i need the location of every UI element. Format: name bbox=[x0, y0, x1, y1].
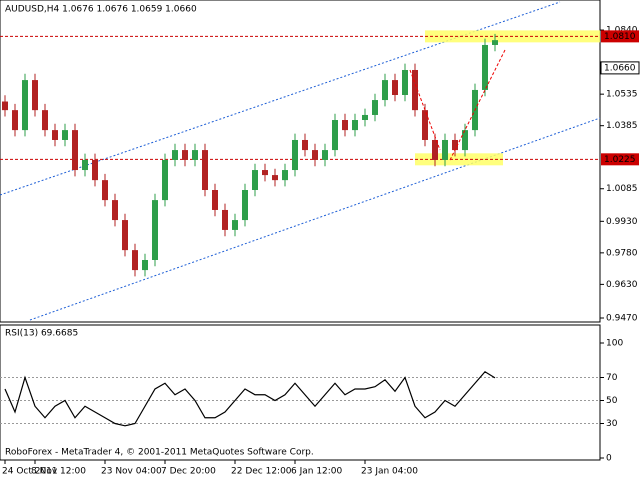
candle-body bbox=[162, 159, 168, 201]
candle-body bbox=[372, 100, 378, 115]
level-label: 1.0225 bbox=[604, 155, 636, 165]
x-tick-label: 24 Oct 2011 bbox=[2, 467, 58, 477]
candle-body bbox=[52, 130, 58, 140]
y-tick-label: 1.0085 bbox=[606, 184, 638, 194]
candle-body bbox=[422, 110, 428, 140]
rsi-line bbox=[4, 370, 496, 427]
candle-body bbox=[332, 120, 338, 151]
candle-body bbox=[442, 139, 448, 160]
candle-body bbox=[272, 175, 278, 181]
candle-body bbox=[12, 110, 18, 131]
rsi-title: RSI(13) 69.6685 bbox=[5, 329, 78, 339]
candle-body bbox=[282, 170, 288, 181]
candle-body bbox=[262, 170, 268, 176]
candle-body bbox=[242, 190, 248, 221]
level-highlight bbox=[415, 153, 503, 166]
last-price-box bbox=[600, 61, 640, 75]
candle-body bbox=[32, 80, 38, 111]
y-tick-label: 0 bbox=[606, 454, 612, 464]
candle-body bbox=[122, 220, 128, 251]
candle-body bbox=[2, 101, 8, 111]
candle-body bbox=[152, 200, 158, 260]
level-box bbox=[601, 30, 639, 43]
y-tick-label: 1.0535 bbox=[606, 90, 638, 100]
candle-body bbox=[342, 120, 348, 131]
y-tick-label: 50 bbox=[606, 396, 618, 406]
candle-body bbox=[252, 170, 258, 191]
candle-body bbox=[362, 114, 368, 121]
candle-body bbox=[412, 69, 418, 111]
y-tick-label: 0.9780 bbox=[606, 248, 638, 258]
footer: RoboForex - MetaTrader 4, © 2001-2011 Me… bbox=[5, 448, 314, 458]
x-tick-label: 23 Nov 04:00 bbox=[101, 467, 162, 477]
rsi-panel bbox=[0, 324, 601, 461]
x-tick-label: 7 Dec 20:00 bbox=[161, 467, 216, 477]
y-tick-label: 100 bbox=[606, 339, 623, 349]
forecast-arrow bbox=[409, 49, 506, 161]
candle-body bbox=[172, 150, 178, 160]
y-tick-label: 0.9630 bbox=[606, 280, 638, 290]
candle-body bbox=[402, 69, 408, 96]
candle-body bbox=[452, 139, 458, 151]
candle-body bbox=[92, 159, 98, 181]
candle-body bbox=[432, 139, 438, 160]
last-price-label: 1.0660 bbox=[604, 63, 636, 73]
candle-body bbox=[212, 190, 218, 210]
x-tick-label: 6 Jan 12:00 bbox=[291, 467, 343, 477]
channel-line bbox=[29, 117, 601, 321]
candle-body bbox=[462, 130, 468, 151]
y-tick-label: 0.9930 bbox=[606, 217, 638, 227]
candle-body bbox=[302, 139, 308, 151]
x-tick-label: 22 Dec 12:00 bbox=[231, 467, 292, 477]
level-label: 1.0810 bbox=[604, 32, 636, 42]
y-tick-label: 70 bbox=[606, 373, 618, 383]
candle-body bbox=[392, 80, 398, 96]
candle-body bbox=[62, 130, 68, 140]
candle-body bbox=[322, 150, 328, 160]
x-tick-label: 8 Nov 12:00 bbox=[31, 467, 86, 477]
candle-body bbox=[202, 150, 208, 191]
y-tick-label: 1.0385 bbox=[606, 121, 638, 131]
candle-body bbox=[352, 120, 358, 131]
candle-body bbox=[82, 159, 88, 171]
candle-body bbox=[112, 200, 118, 221]
candle-body bbox=[132, 250, 138, 271]
candle-body bbox=[482, 44, 488, 90]
candle-body bbox=[292, 139, 298, 171]
x-tick-label: 23 Jan 04:00 bbox=[361, 467, 418, 477]
candle-body bbox=[42, 110, 48, 131]
candle-body bbox=[142, 259, 148, 271]
level-box bbox=[601, 153, 639, 166]
candle-body bbox=[102, 180, 108, 201]
chart-title: AUDUSD,H4 1.0676 1.0676 1.0659 1.0660 bbox=[5, 5, 197, 15]
y-tick-label: 30 bbox=[606, 419, 618, 429]
candle-body bbox=[192, 150, 198, 160]
candle-body bbox=[22, 80, 28, 131]
candle-body bbox=[382, 80, 388, 101]
price-panel bbox=[0, 0, 601, 323]
candle-body bbox=[492, 40, 498, 45]
candle-body bbox=[222, 209, 228, 230]
candle-body bbox=[232, 220, 238, 230]
candle-body bbox=[312, 150, 318, 160]
candle-body bbox=[72, 130, 78, 171]
y-tick-label: 0.9470 bbox=[606, 314, 638, 324]
candle-body bbox=[182, 150, 188, 160]
